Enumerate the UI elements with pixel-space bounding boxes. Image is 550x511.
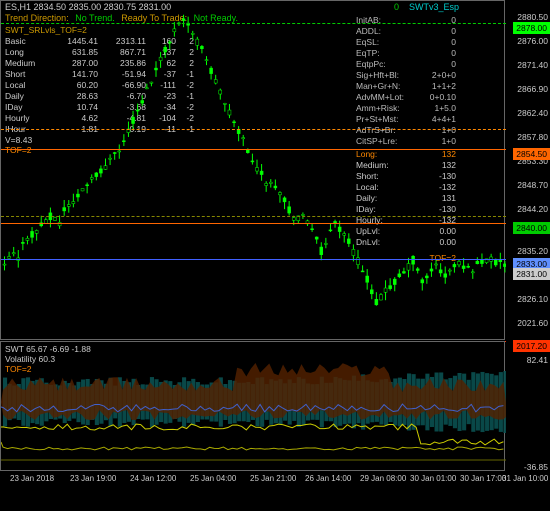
x-axis: 23 Jan 201823 Jan 19:0024 Jan 12:0025 Ja…	[0, 472, 505, 492]
indicator-panel[interactable]: SWT 65.67 -6.69 -1.88 Volatility 60.3 TO…	[0, 341, 505, 471]
y-axis: 2880.502876.002871.402866.902862.402857.…	[505, 0, 550, 340]
indicator-canvas	[1, 342, 506, 472]
candlestick-canvas	[1, 1, 506, 341]
price-chart[interactable]: ES,H1 2834.50 2835.00 2830.75 2831.00 Tr…	[0, 0, 505, 340]
